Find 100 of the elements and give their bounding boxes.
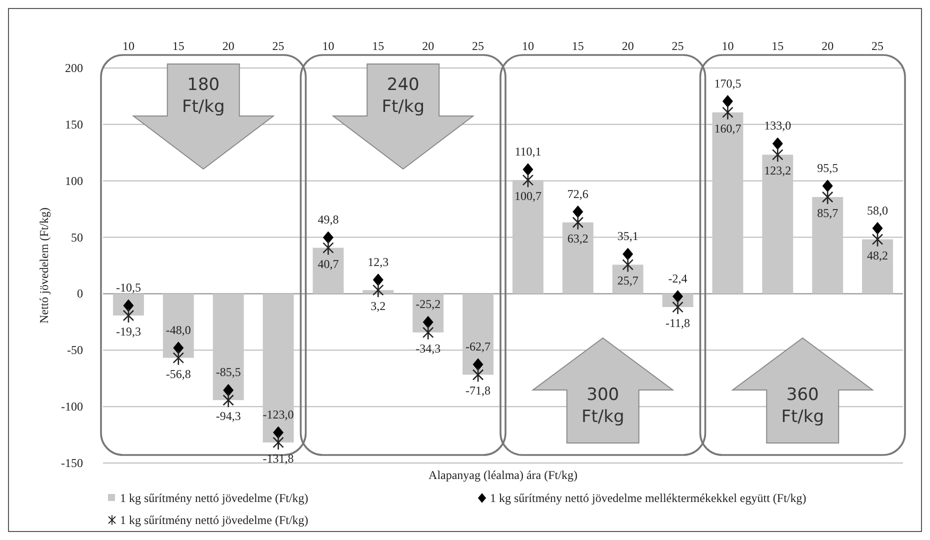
bar: [312, 248, 344, 294]
y-tick-label: 0: [77, 286, 83, 301]
data-label: 58,0: [867, 203, 888, 218]
data-label: -11,8: [666, 316, 690, 330]
x-tick-label: 25: [272, 39, 284, 53]
x-tick-label: 25: [472, 39, 484, 53]
data-label: 170,5: [714, 76, 742, 90]
data-label: -94,3: [216, 409, 241, 424]
point: [322, 231, 334, 244]
data-label: -131,8: [262, 451, 294, 466]
data-label: 160,7: [714, 121, 742, 136]
point: [872, 232, 884, 247]
x-tick-label: 10: [722, 39, 734, 53]
data-label: -62,7: [466, 339, 491, 354]
data-label: 3,2: [370, 299, 386, 314]
bar: [562, 222, 594, 294]
data-label: -123,0: [262, 408, 294, 422]
data-label: -48,0: [166, 322, 191, 337]
data-label: 25,7: [617, 274, 638, 288]
point: [572, 206, 584, 218]
x-tick-label: 15: [772, 39, 784, 53]
y-tick-label: -100: [61, 400, 83, 414]
data-label: 40,7: [318, 256, 339, 271]
data-label: 110,1: [514, 144, 542, 158]
x-tick-label: 25: [872, 39, 884, 53]
point: [422, 316, 434, 328]
x-tick-label: 20: [822, 39, 834, 53]
legend-label: 1 kg sűrítmény nettó jövedelme (Ft/kg): [120, 513, 308, 527]
data-label: -25,2: [416, 297, 441, 312]
point: [173, 342, 184, 354]
bar: [162, 294, 194, 358]
bar: [862, 239, 894, 294]
bar: [512, 180, 544, 294]
point: [772, 147, 784, 162]
data-label: 63,2: [567, 231, 588, 246]
y-tick-label: -150: [61, 456, 83, 470]
point: [223, 384, 234, 396]
annotation: 240 Ft/kg: [382, 75, 425, 117]
y-tick-label: -50: [67, 343, 83, 358]
point: [122, 308, 134, 324]
point: [722, 95, 733, 108]
bar: [462, 294, 494, 375]
y-tick-label: 50: [71, 230, 83, 244]
point: [272, 434, 284, 450]
point: [522, 172, 534, 188]
legend-label: 1 kg sűrítmény nettó jövedelme melléktermékekkel együtt (Ft/kg): [490, 491, 806, 505]
bar: [812, 196, 844, 294]
data-label: -71,8: [466, 384, 491, 398]
data-label: -10,5: [116, 280, 141, 295]
data-label: 95,5: [817, 160, 838, 175]
x-tick-label: 10: [522, 39, 534, 53]
data-label: 85,7: [817, 206, 838, 220]
data-label: 72,6: [567, 186, 588, 201]
x-tick-label: 10: [322, 39, 334, 53]
legend-label: 1 kg sűrítmény nettó jövedelme (Ft/kg): [120, 491, 308, 505]
data-label: -56,8: [166, 366, 191, 381]
y-axis-title: Nettó jövedelem (Ft/kg): [37, 208, 51, 324]
y-tick-label: 150: [65, 117, 83, 132]
point: [522, 163, 534, 176]
y-tick-label: 200: [65, 61, 83, 75]
point: [372, 282, 384, 298]
point: [822, 180, 833, 192]
data-label: 35,1: [617, 229, 638, 244]
data-label: -34,3: [416, 341, 441, 356]
data-label: 133,0: [764, 118, 792, 133]
x-tick-label: 20: [422, 39, 434, 53]
bar: [712, 112, 744, 294]
x-tick-label: 20: [222, 39, 234, 53]
point: [172, 350, 184, 366]
data-label: -2,4: [668, 271, 688, 286]
data-label: 49,8: [318, 212, 339, 227]
point: [222, 392, 234, 408]
x-tick-label: 15: [172, 39, 184, 53]
data-label: 100,7: [514, 189, 542, 204]
bar: [212, 294, 244, 400]
annotation: 180 Ft/kg: [182, 75, 225, 117]
data-label: 12,3: [368, 254, 389, 269]
point: [722, 104, 734, 120]
point: [572, 214, 584, 230]
data-label: -19,3: [116, 324, 141, 338]
bar: [262, 294, 294, 442]
point: [822, 189, 834, 205]
point: [622, 257, 634, 272]
bar: [612, 264, 644, 294]
point: [273, 426, 284, 439]
point: [322, 240, 334, 256]
data-label: -85,5: [216, 365, 241, 380]
x-tick-label: 15: [572, 39, 584, 53]
point: [872, 222, 883, 235]
x-tick-label: 10: [122, 39, 134, 53]
point: [772, 137, 783, 150]
point: [372, 274, 384, 286]
annotation: 360 Ft/kg: [781, 385, 824, 427]
point: [422, 324, 434, 340]
point: [472, 358, 484, 371]
y-tick-label: 100: [65, 174, 83, 188]
data-label: 48,2: [867, 248, 888, 262]
annotation: 300 Ft/kg: [581, 385, 624, 427]
data-label: 123,2: [764, 164, 792, 178]
x-tick-label: 15: [372, 39, 384, 53]
